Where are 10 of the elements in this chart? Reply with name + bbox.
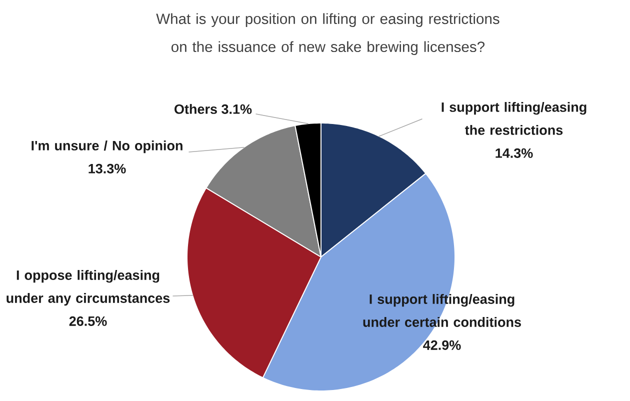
data-label: 42.9% [423,340,461,350]
slice-label: I oppose lifting/easing under any circumstances [6,270,170,306]
slice-label: Others [174,104,217,114]
chart-title: What is your position on lifting or easing restrictions on the issuance of new sake brewing licenses? [156,13,500,55]
slice-label: I'm unsure / No opinion [32,140,182,154]
data-label: 3.1% [222,104,252,114]
data-label: 26.5% [69,316,107,326]
data-label: 13.3% [88,164,126,174]
slice-label: I support lifting/easing the restrictions [442,102,586,135]
data-label: 14.3% [496,148,533,158]
